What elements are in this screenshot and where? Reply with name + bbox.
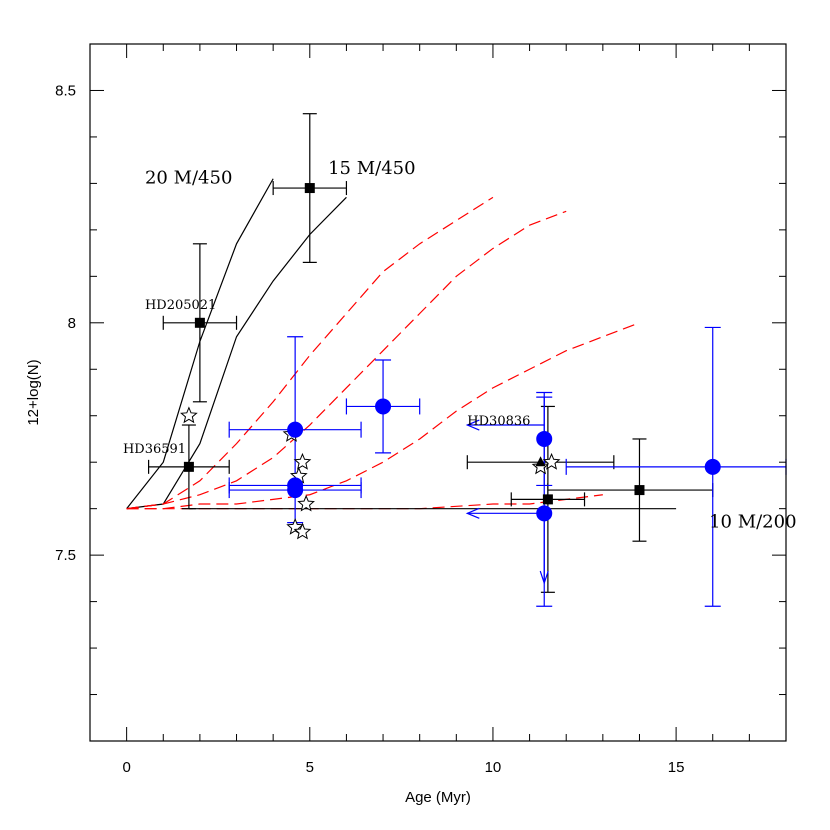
axis-ticks: 0 5 10 15 7.5 8 8.5	[55, 43, 787, 776]
x-axis-label: Age (Myr)	[405, 789, 471, 806]
star-marker	[293, 522, 312, 540]
model-track	[126, 196, 494, 510]
model-label: 10 M/200	[709, 511, 796, 532]
square-marker	[183, 461, 194, 472]
circle-marker	[704, 458, 721, 475]
triangle-marker	[535, 456, 546, 467]
arrow-head	[539, 570, 549, 585]
square-marker	[542, 494, 553, 505]
circle-marker	[287, 421, 304, 438]
model-label: 20 M/450	[145, 167, 232, 188]
star-marker	[297, 494, 315, 512]
circle-marker	[287, 482, 304, 499]
square-marker	[304, 183, 315, 194]
star-marker	[293, 452, 312, 470]
model-label: 15 M/450	[328, 158, 415, 179]
x-tick-label: 10	[485, 759, 502, 776]
star-name-label: HD30836	[467, 414, 530, 429]
model-track	[126, 210, 567, 510]
arrow-head	[465, 507, 480, 519]
star-marker	[542, 452, 561, 470]
y-tick-label: 8	[68, 315, 76, 332]
circle-marker	[536, 430, 553, 447]
circle-marker	[375, 398, 392, 415]
circle-marker	[536, 505, 553, 522]
plot-frame	[89, 43, 787, 742]
arrow-head	[465, 419, 480, 431]
annotations: 20 M/450 15 M/450 10 M/200 HD205021 HD36591 H…	[123, 158, 797, 532]
star-name-label: HD205021	[145, 298, 216, 313]
x-tick-label: 0	[122, 759, 130, 776]
y-axis-label: 12+log(N)	[25, 359, 42, 425]
square-marker	[194, 317, 205, 328]
star-marker	[180, 406, 198, 424]
y-tick-label: 8.5	[55, 82, 76, 99]
x-tick-label: 5	[306, 759, 314, 776]
star-name-label: HD36591	[123, 442, 186, 457]
x-tick-label: 15	[668, 759, 685, 776]
square-marker	[634, 485, 645, 496]
data-markers	[180, 183, 721, 540]
y-tick-label: 7.5	[55, 547, 76, 564]
